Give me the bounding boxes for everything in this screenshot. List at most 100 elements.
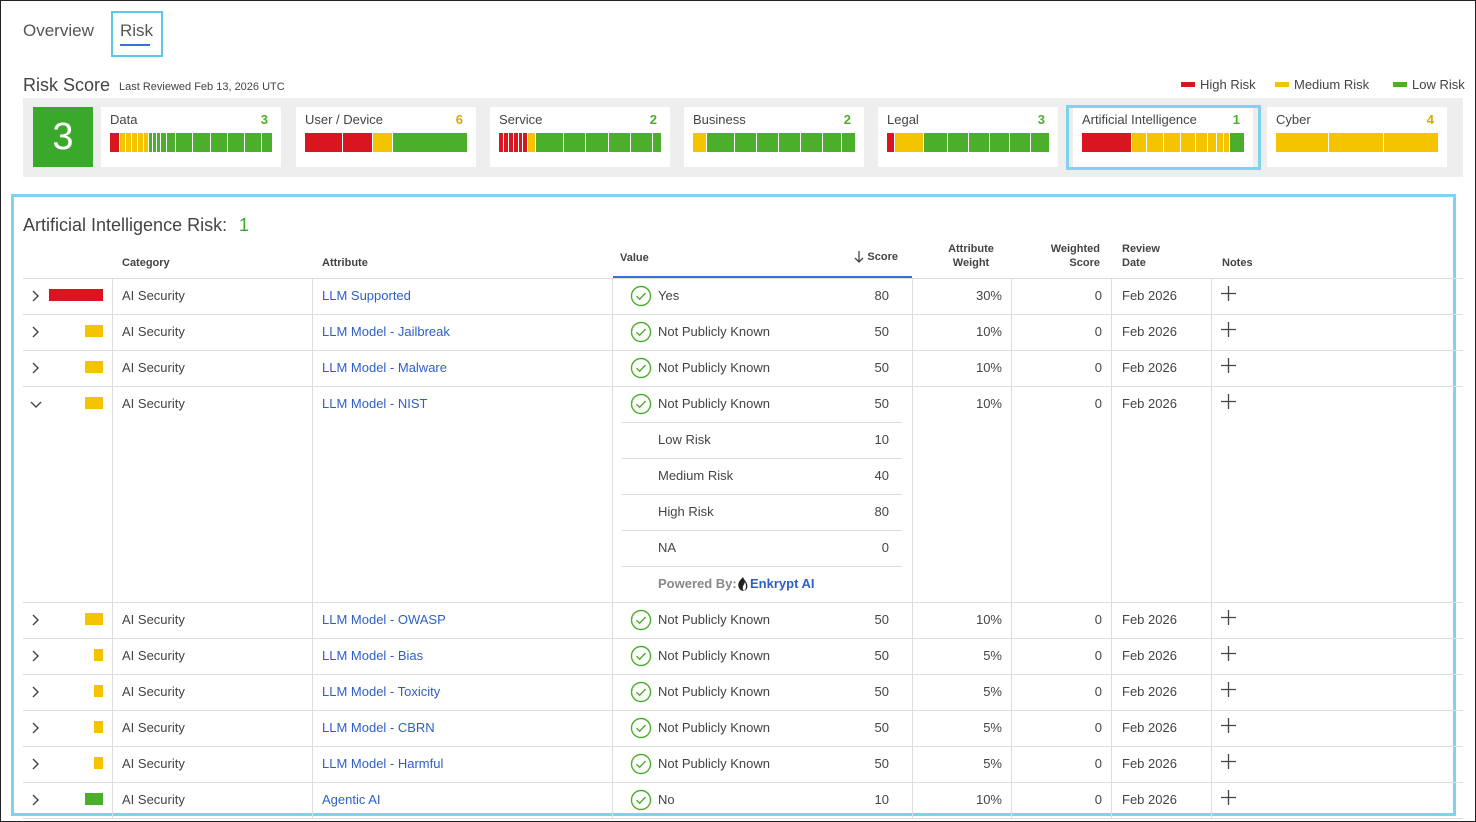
risk-segment [564, 133, 586, 152]
risk-segment [1384, 133, 1438, 152]
column-header: Value [620, 252, 649, 264]
column-line [1111, 602, 1112, 638]
weighted-score: 0 [1094, 720, 1102, 735]
tab-underline [120, 44, 150, 46]
risk-segment [1146, 133, 1164, 152]
column-line [1111, 278, 1112, 314]
weighted-score: 0 [1094, 360, 1102, 375]
risk-segment [161, 133, 167, 152]
risk-indicator [85, 613, 103, 625]
attribute-link[interactable]: LLM Model - Harmful [322, 756, 444, 771]
risk-segment [887, 133, 894, 152]
risk-indicator [94, 757, 103, 769]
column-line [912, 674, 913, 710]
column-header: Category [122, 257, 170, 269]
category: AI Security [122, 360, 185, 375]
attribute-link[interactable]: LLM Supported [322, 288, 411, 303]
review-date: Feb 2026 [1122, 648, 1177, 663]
column-line [1011, 638, 1012, 674]
risk-segment [653, 133, 662, 152]
review-date: Feb 2026 [1122, 396, 1177, 411]
column-line [312, 278, 313, 314]
breakdown-score: 0 [881, 540, 889, 555]
column-line [1211, 386, 1212, 602]
review-date: Feb 2026 [1122, 720, 1177, 735]
risk-segment [608, 133, 631, 152]
column-line [912, 386, 913, 602]
risk-indicator [85, 793, 103, 805]
column-line [1111, 710, 1112, 746]
risk-segment [968, 133, 989, 152]
highlight [111, 11, 163, 57]
value: Not Publicly Known [658, 648, 770, 663]
risk-segment [120, 133, 126, 152]
attribute-link[interactable]: LLM Model - Jailbreak [322, 324, 450, 339]
category: AI Security [122, 792, 185, 807]
card-name: User / Device [305, 112, 384, 127]
risk-segment [693, 133, 707, 152]
risk-bar [1276, 133, 1438, 152]
row-line [23, 710, 1463, 711]
vendor-name: Enkrypt AI [750, 576, 815, 591]
risk-segment [1207, 133, 1216, 152]
column-line [1111, 638, 1112, 674]
tab[interactable]: Overview [23, 21, 94, 40]
risk-segment [149, 133, 153, 152]
tab-active[interactable]: Risk [120, 21, 154, 40]
column-line [112, 278, 113, 314]
attribute-link[interactable]: LLM Model - Toxicity [322, 684, 441, 699]
attribute-link[interactable]: LLM Model - OWASP [322, 612, 446, 627]
score: 50 [874, 612, 889, 627]
column-line [312, 710, 313, 746]
attribute-link[interactable]: LLM Model - NIST [322, 396, 428, 411]
attribute-link[interactable]: LLM Model - Malware [322, 360, 447, 375]
risk-segment [1131, 133, 1146, 152]
column-line [912, 350, 913, 386]
card-name: Legal [887, 112, 919, 127]
value: Not Publicly Known [658, 720, 770, 735]
risk-bar [305, 133, 467, 152]
risk-segment [586, 133, 608, 152]
legend-label: Low Risk [1412, 77, 1465, 92]
card-name: Service [499, 112, 543, 127]
review-date: Feb 2026 [1122, 684, 1177, 699]
highlight [1066, 105, 1261, 170]
breakdown-label: High Risk [658, 504, 714, 519]
risk-indicator [49, 289, 103, 301]
attribute-link[interactable]: LLM Model - CBRN [322, 720, 435, 735]
risk-segment [210, 133, 227, 152]
card-score: 6 [455, 112, 463, 127]
sub-line [622, 458, 902, 459]
risk-segment [1082, 133, 1131, 152]
column-line [1111, 746, 1112, 782]
attribute-weight: 5% [983, 648, 1002, 663]
column-header: Review Date [1122, 243, 1160, 269]
column-line [612, 746, 613, 782]
column-line [1111, 386, 1112, 602]
risk-segment [508, 133, 513, 152]
risk-bar [1082, 133, 1245, 152]
risk-segment [1010, 133, 1031, 152]
column-line [112, 386, 113, 602]
column-line [1011, 386, 1012, 602]
row-line [23, 674, 1463, 675]
sub-line [622, 566, 902, 567]
risk-segment [513, 133, 518, 152]
value: Yes [658, 288, 680, 303]
review-date: Feb 2026 [1122, 612, 1177, 627]
column-line [1011, 278, 1012, 314]
column-line [1111, 782, 1112, 818]
column-line [912, 710, 913, 746]
weighted-score: 0 [1094, 396, 1102, 411]
risk-bar [499, 133, 662, 152]
risk-segment [138, 133, 144, 152]
attribute-link[interactable]: Agentic AI [322, 792, 381, 807]
column-header: Score [867, 251, 898, 263]
row-line [23, 818, 1463, 819]
category: AI Security [122, 612, 185, 627]
risk-segment [1329, 133, 1383, 152]
attribute-link[interactable]: LLM Model - Bias [322, 648, 424, 663]
column-line [1211, 350, 1212, 386]
attribute-weight: 10% [975, 360, 1002, 375]
